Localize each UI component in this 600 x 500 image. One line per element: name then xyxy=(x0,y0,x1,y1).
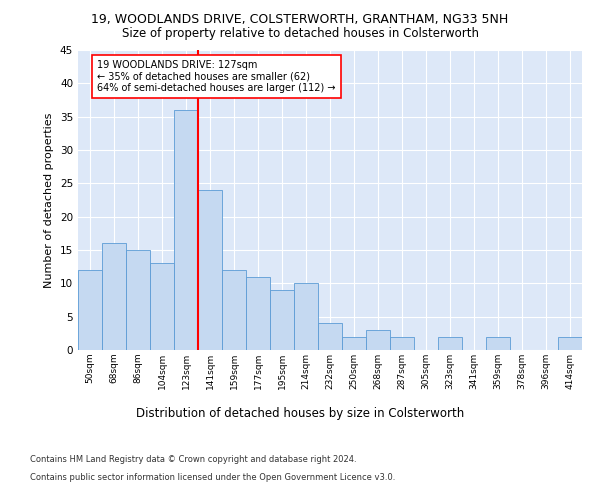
Bar xyxy=(318,324,342,350)
Bar xyxy=(102,244,126,350)
Bar xyxy=(174,110,198,350)
Text: Size of property relative to detached houses in Colsterworth: Size of property relative to detached ho… xyxy=(121,28,479,40)
Text: Contains HM Land Registry data © Crown copyright and database right 2024.: Contains HM Land Registry data © Crown c… xyxy=(30,455,356,464)
Bar xyxy=(78,270,102,350)
Bar xyxy=(294,284,318,350)
Text: 19 WOODLANDS DRIVE: 127sqm
← 35% of detached houses are smaller (62)
64% of semi: 19 WOODLANDS DRIVE: 127sqm ← 35% of deta… xyxy=(97,60,336,93)
Bar xyxy=(198,190,222,350)
Bar xyxy=(150,264,174,350)
Text: 19, WOODLANDS DRIVE, COLSTERWORTH, GRANTHAM, NG33 5NH: 19, WOODLANDS DRIVE, COLSTERWORTH, GRANT… xyxy=(91,12,509,26)
Text: Distribution of detached houses by size in Colsterworth: Distribution of detached houses by size … xyxy=(136,408,464,420)
Bar xyxy=(390,336,414,350)
Y-axis label: Number of detached properties: Number of detached properties xyxy=(44,112,55,288)
Bar xyxy=(438,336,462,350)
Bar xyxy=(222,270,246,350)
Bar xyxy=(558,336,582,350)
Bar xyxy=(366,330,390,350)
Bar xyxy=(270,290,294,350)
Text: Contains public sector information licensed under the Open Government Licence v3: Contains public sector information licen… xyxy=(30,472,395,482)
Bar xyxy=(342,336,366,350)
Bar xyxy=(246,276,270,350)
Bar xyxy=(126,250,150,350)
Bar xyxy=(486,336,510,350)
